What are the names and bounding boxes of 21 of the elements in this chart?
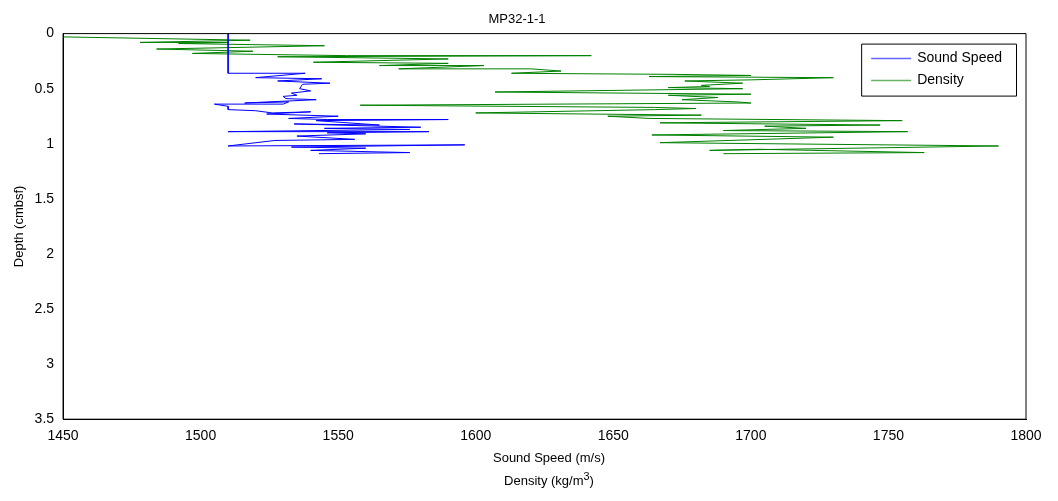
- x-tick-label: 1450: [47, 427, 79, 444]
- x-tick-label: 1500: [185, 427, 217, 444]
- y-tick-label: 3: [46, 354, 55, 371]
- legend-label: Density: [917, 71, 964, 88]
- y-tick-label: 1: [46, 134, 55, 151]
- y-tick-label: 1.5: [34, 189, 55, 206]
- y-tick-label: 0: [46, 24, 55, 41]
- y-tick-label: 2: [46, 244, 55, 261]
- x-tick-label: 1650: [597, 427, 630, 444]
- x-tick-label: 1750: [872, 427, 905, 444]
- x-tick-label: 1700: [735, 427, 767, 444]
- y-tick-label: 2.5: [34, 299, 55, 316]
- y-tick-label: 0.5: [34, 79, 55, 96]
- x-tick-label: 1800: [1010, 427, 1042, 444]
- x-axis-title: Sound Speed (m/s) Density (kg/m$^{3}$): [492, 449, 606, 491]
- chart-title: MP32-1-1: [488, 11, 546, 27]
- x-tick-label: 1600: [460, 427, 492, 444]
- x-tick-label: 1550: [322, 427, 354, 444]
- legend-label: Sound Speed: [917, 49, 1002, 66]
- y-axis-title: Depth (cmbsf): [11, 185, 27, 268]
- y-tick-label: 3.5: [34, 410, 55, 427]
